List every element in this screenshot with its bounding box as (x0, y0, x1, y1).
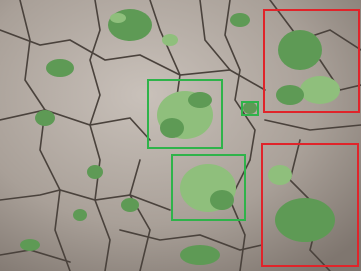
field-image (0, 0, 361, 271)
page: {} (0, 0, 361, 271)
